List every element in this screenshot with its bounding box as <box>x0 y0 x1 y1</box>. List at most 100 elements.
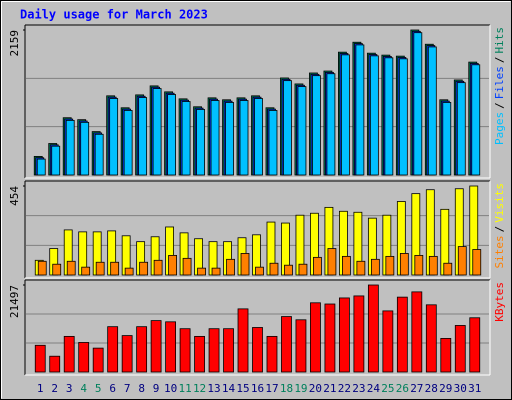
bar <box>472 249 482 276</box>
bar <box>208 328 220 373</box>
x-tick-label: 29 <box>439 382 452 395</box>
x-tick-label: 7 <box>124 382 131 395</box>
bar <box>51 145 61 176</box>
x-tick-label: 2 <box>51 382 58 395</box>
y-tick-label: 21497 <box>8 285 21 318</box>
bar <box>411 291 423 373</box>
bar <box>326 73 336 176</box>
bar <box>34 344 46 373</box>
x-tick-label: 19 <box>294 382 307 395</box>
bar <box>425 304 437 373</box>
bar <box>414 254 424 276</box>
bar <box>369 55 379 176</box>
bar <box>443 262 453 276</box>
bar <box>341 54 350 176</box>
bar <box>252 327 263 373</box>
bar <box>298 263 308 276</box>
x-tick-label: 16 <box>251 382 264 395</box>
bar <box>138 97 148 176</box>
bar <box>339 297 350 373</box>
y-tick-label: 454 <box>8 186 21 206</box>
bar <box>240 253 250 276</box>
bar <box>283 80 292 176</box>
bar <box>95 261 105 276</box>
bar <box>210 100 220 176</box>
x-tick-label: 10 <box>164 382 177 395</box>
x-tick-label: 28 <box>425 382 438 395</box>
bar <box>194 335 205 373</box>
x-tick-label: 5 <box>95 382 102 395</box>
bar <box>457 246 467 276</box>
bar <box>153 259 163 276</box>
bar <box>310 302 321 373</box>
bar <box>469 317 481 373</box>
bar <box>324 303 336 373</box>
legend-entry: Visits <box>493 183 506 223</box>
bar <box>355 44 365 176</box>
x-tick-label: 15 <box>236 382 249 395</box>
bar <box>94 133 104 176</box>
legend-entry: KBytes <box>493 282 506 322</box>
x-tick-label: 9 <box>153 382 160 395</box>
bar <box>312 75 321 176</box>
bar <box>398 58 408 176</box>
bar <box>382 310 394 373</box>
legend-entry: Pages <box>493 112 506 145</box>
x-tick-label: 11 <box>178 382 191 395</box>
bar <box>49 355 61 373</box>
bar <box>268 110 278 176</box>
x-tick-label: 26 <box>396 382 409 395</box>
bar <box>52 263 62 276</box>
x-tick-label: 25 <box>381 382 394 395</box>
bar <box>254 98 263 176</box>
bar <box>413 32 423 176</box>
bar <box>255 266 264 276</box>
bar <box>266 335 278 373</box>
bar <box>36 158 46 176</box>
x-tick-label: 21 <box>323 382 336 395</box>
legend-separator: / <box>493 102 506 109</box>
bar <box>136 326 148 373</box>
bar <box>80 121 90 176</box>
x-tick-label: 1 <box>37 382 44 395</box>
bar <box>428 255 438 276</box>
x-tick-label: 30 <box>454 382 467 395</box>
x-tick-label: 22 <box>338 382 351 395</box>
bar <box>92 347 104 373</box>
x-tick-label: 6 <box>109 382 116 395</box>
x-tick-label: 13 <box>207 382 220 395</box>
legend: KBytes <box>493 282 506 322</box>
bar <box>223 328 234 373</box>
bar <box>399 253 409 276</box>
bar <box>168 254 177 276</box>
x-tick-label: 20 <box>309 382 322 395</box>
bar <box>225 102 234 176</box>
bar <box>353 295 365 373</box>
bar <box>284 264 293 276</box>
x-tick-label: 8 <box>138 382 145 395</box>
bar <box>456 82 466 176</box>
bar <box>78 342 90 373</box>
x-tick-label: 4 <box>80 382 87 395</box>
legend-separator: / <box>493 57 506 64</box>
bar <box>211 267 221 276</box>
bar <box>471 64 481 176</box>
bar <box>297 86 307 176</box>
bar <box>181 101 191 176</box>
bar <box>454 325 466 373</box>
bar <box>396 296 408 373</box>
bar <box>123 110 133 176</box>
bar <box>139 261 149 276</box>
x-tick-label: 31 <box>468 382 481 395</box>
bar <box>152 88 162 176</box>
x-tick-label: 27 <box>410 382 423 395</box>
bar <box>367 284 379 373</box>
bar <box>237 308 249 373</box>
bar <box>66 260 76 276</box>
bar <box>165 321 176 373</box>
bar <box>269 262 279 276</box>
y-tick-label: 2159 <box>8 30 21 57</box>
bar <box>440 338 452 373</box>
bar <box>427 46 437 176</box>
bar <box>239 100 249 176</box>
